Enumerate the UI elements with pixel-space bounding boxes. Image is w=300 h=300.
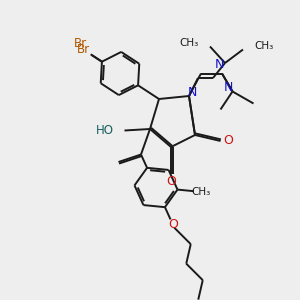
Text: CH₃: CH₃ [179, 38, 199, 48]
Text: HO: HO [95, 124, 113, 137]
Text: Br: Br [76, 43, 90, 56]
Text: N: N [223, 81, 233, 94]
Text: O: O [168, 218, 178, 231]
Text: CH₃: CH₃ [192, 187, 211, 197]
Text: N: N [188, 86, 197, 99]
Text: O: O [166, 175, 176, 188]
Text: N: N [215, 58, 224, 71]
Text: Br: Br [74, 37, 87, 50]
Text: O: O [223, 134, 233, 148]
Text: CH₃: CH₃ [254, 41, 274, 51]
